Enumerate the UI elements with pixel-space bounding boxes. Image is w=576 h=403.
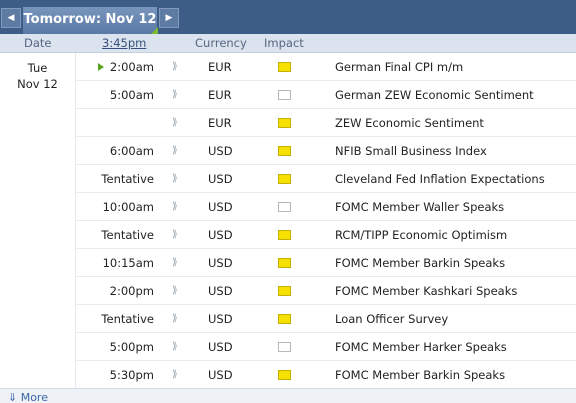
event-title[interactable]: NFIB Small Business Index bbox=[335, 144, 487, 158]
impact-folder-icon[interactable] bbox=[278, 314, 291, 324]
event-currency: USD bbox=[208, 228, 233, 242]
calendar-footer: ⇓ More bbox=[0, 388, 576, 403]
impact-folder-icon[interactable] bbox=[278, 62, 291, 72]
impact-folder-icon[interactable] bbox=[278, 230, 291, 240]
event-row[interactable]: 5:30pm ⟫ USD FOMC Member Barkin Speaks bbox=[76, 361, 576, 389]
current-event-marker-icon bbox=[98, 63, 104, 71]
event-time: Tentative bbox=[101, 228, 154, 242]
event-title[interactable]: FOMC Member Kashkari Speaks bbox=[335, 284, 518, 298]
column-time-link[interactable]: 3:45pm bbox=[102, 36, 147, 50]
event-time: 5:00pm bbox=[109, 340, 154, 354]
event-time: 2:00am bbox=[109, 60, 154, 74]
event-time: 5:30pm bbox=[109, 368, 154, 382]
event-row[interactable]: 10:00am ⟫ USD FOMC Member Waller Speaks bbox=[76, 193, 576, 221]
event-currency: USD bbox=[208, 256, 233, 270]
calendar-toolbar: ◀ Tomorrow: Nov 12 ▶ bbox=[0, 0, 576, 34]
impact-folder-icon[interactable] bbox=[278, 258, 291, 268]
impact-folder-icon[interactable] bbox=[278, 146, 291, 156]
alert-icon[interactable]: ⟫ bbox=[172, 341, 178, 352]
impact-folder-icon[interactable] bbox=[278, 370, 291, 380]
column-header: Date 3:45pm Currency Impact bbox=[0, 34, 576, 53]
event-title[interactable]: RCM/TIPP Economic Optimism bbox=[335, 228, 508, 242]
alert-icon[interactable]: ⟫ bbox=[172, 201, 178, 212]
event-title[interactable]: ZEW Economic Sentiment bbox=[335, 116, 484, 130]
alert-icon[interactable]: ⟫ bbox=[172, 257, 178, 268]
event-title[interactable]: FOMC Member Barkin Speaks bbox=[335, 368, 506, 382]
alert-icon[interactable]: ⟫ bbox=[172, 145, 178, 156]
tab-notch-icon bbox=[151, 27, 158, 34]
event-title[interactable]: Cleveland Fed Inflation Expectations bbox=[335, 172, 545, 186]
event-time: Tentative bbox=[101, 172, 154, 186]
event-title[interactable]: FOMC Member Barkin Speaks bbox=[335, 256, 506, 270]
event-row[interactable]: 2:00pm ⟫ USD FOMC Member Kashkari Speaks bbox=[76, 277, 576, 305]
event-time: 6:00am bbox=[109, 144, 154, 158]
impact-folder-icon[interactable] bbox=[278, 342, 291, 352]
event-time: 10:15am bbox=[102, 256, 154, 270]
arrow-right-icon: ▶ bbox=[165, 13, 173, 23]
alert-icon[interactable]: ⟫ bbox=[172, 313, 178, 324]
arrow-left-icon: ◀ bbox=[7, 13, 15, 23]
event-currency: USD bbox=[208, 340, 233, 354]
alert-icon[interactable]: ⟫ bbox=[172, 285, 178, 296]
more-link[interactable]: ⇓ More bbox=[8, 391, 48, 403]
event-title[interactable]: German ZEW Economic Sentiment bbox=[335, 88, 534, 102]
impact-folder-icon[interactable] bbox=[278, 118, 291, 128]
alert-icon[interactable]: ⟫ bbox=[172, 369, 178, 380]
impact-folder-icon[interactable] bbox=[278, 174, 291, 184]
impact-folder-icon[interactable] bbox=[278, 286, 291, 296]
event-row[interactable]: 6:00am ⟫ USD NFIB Small Business Index bbox=[76, 137, 576, 165]
day-weekday: Tue bbox=[27, 61, 48, 75]
event-currency: USD bbox=[208, 172, 233, 186]
event-currency: USD bbox=[208, 284, 233, 298]
event-row[interactable]: 5:00pm ⟫ USD FOMC Member Harker Speaks bbox=[76, 333, 576, 361]
day-cell: Tue Nov 12 bbox=[0, 53, 76, 388]
event-currency: USD bbox=[208, 200, 233, 214]
event-currency: EUR bbox=[208, 116, 232, 130]
alert-icon[interactable]: ⟫ bbox=[172, 173, 178, 184]
next-day-button[interactable]: ▶ bbox=[159, 8, 179, 28]
impact-folder-icon[interactable] bbox=[278, 202, 291, 212]
alert-icon[interactable]: ⟫ bbox=[172, 229, 178, 240]
alert-icon[interactable]: ⟫ bbox=[172, 89, 178, 100]
event-row[interactable]: 2:00am ⟫ EUR German Final CPI m/m bbox=[76, 53, 576, 81]
event-currency: USD bbox=[208, 144, 233, 158]
event-title[interactable]: FOMC Member Waller Speaks bbox=[335, 200, 505, 214]
event-time: 10:00am bbox=[102, 200, 154, 214]
event-row[interactable]: Tentative ⟫ USD Loan Officer Survey bbox=[76, 305, 576, 333]
column-impact: Impact bbox=[264, 36, 304, 50]
event-list: 2:00am ⟫ EUR German Final CPI m/m 5:00am ⟫ EUR… bbox=[76, 53, 576, 389]
event-currency: EUR bbox=[208, 60, 232, 74]
event-currency: USD bbox=[208, 368, 233, 382]
event-title[interactable]: FOMC Member Harker Speaks bbox=[335, 340, 507, 354]
event-row[interactable]: 10:15am ⟫ USD FOMC Member Barkin Speaks bbox=[76, 249, 576, 277]
event-row[interactable]: ⟫ EUR ZEW Economic Sentiment bbox=[76, 109, 576, 137]
date-tab[interactable]: Tomorrow: Nov 12 bbox=[23, 7, 158, 34]
event-time: 5:00am bbox=[109, 88, 154, 102]
event-row[interactable]: 5:00am ⟫ EUR German ZEW Economic Sentiment bbox=[76, 81, 576, 109]
prev-day-button[interactable]: ◀ bbox=[1, 8, 21, 28]
event-title[interactable]: German Final CPI m/m bbox=[335, 60, 464, 74]
column-currency: Currency bbox=[195, 36, 247, 50]
event-time: Tentative bbox=[101, 312, 154, 326]
impact-folder-icon[interactable] bbox=[278, 90, 291, 100]
event-title[interactable]: Loan Officer Survey bbox=[335, 312, 449, 326]
event-currency: EUR bbox=[208, 88, 232, 102]
day-date: Nov 12 bbox=[17, 77, 58, 91]
event-time: 2:00pm bbox=[109, 284, 154, 298]
alert-icon[interactable]: ⟫ bbox=[172, 117, 178, 128]
alert-icon[interactable]: ⟫ bbox=[172, 61, 178, 72]
date-tab-label: Tomorrow: Nov 12 bbox=[23, 12, 157, 27]
event-currency: USD bbox=[208, 312, 233, 326]
event-row[interactable]: Tentative ⟫ USD Cleveland Fed Inflation Exp… bbox=[76, 165, 576, 193]
event-row[interactable]: Tentative ⟫ USD RCM/TIPP Economic Optimism bbox=[76, 221, 576, 249]
column-date: Date bbox=[24, 36, 52, 50]
